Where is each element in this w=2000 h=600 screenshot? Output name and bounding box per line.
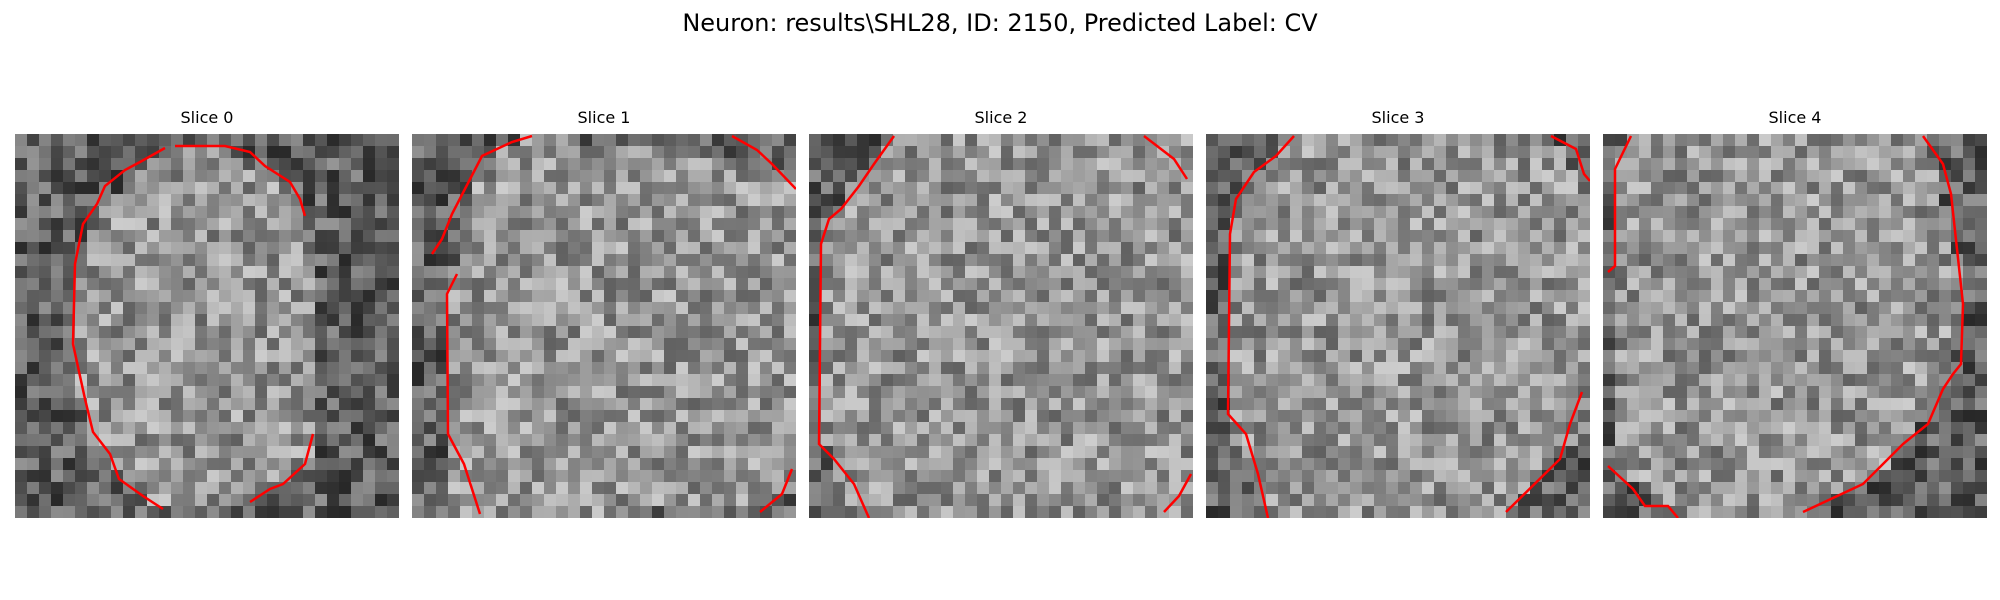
grayscale-pixels <box>412 134 796 518</box>
slice-image <box>15 134 399 518</box>
contour-line <box>1607 135 1965 518</box>
contour-line <box>1226 134 1590 518</box>
grayscale-pixels <box>15 134 399 518</box>
contour-line <box>430 134 796 515</box>
contour-line <box>817 135 1193 518</box>
slice-panel-0: Slice 0 <box>15 108 399 518</box>
slice-image <box>412 134 796 518</box>
slice-title: Slice 3 <box>1371 108 1425 127</box>
slice-title: Slice 1 <box>577 108 631 127</box>
slice-image <box>1206 134 1590 518</box>
slice-title: Slice 2 <box>974 108 1028 127</box>
contour-line <box>71 144 315 511</box>
slice-image <box>1603 134 1987 518</box>
slice-image <box>809 134 1193 518</box>
grayscale-pixels <box>809 134 1193 518</box>
slice-panel-4: Slice 4 <box>1603 108 1987 518</box>
slice-title: Slice 4 <box>1768 108 1822 127</box>
slice-title: Slice 0 <box>180 108 234 127</box>
grayscale-pixels <box>1603 134 1987 518</box>
slice-panel-3: Slice 3 <box>1206 108 1590 518</box>
slice-panel-2: Slice 2 <box>809 108 1193 518</box>
slice-panel-1: Slice 1 <box>412 108 796 518</box>
grayscale-pixels <box>1206 134 1590 518</box>
figure-title: Neuron: results\SHL28, ID: 2150, Predict… <box>682 9 1318 37</box>
